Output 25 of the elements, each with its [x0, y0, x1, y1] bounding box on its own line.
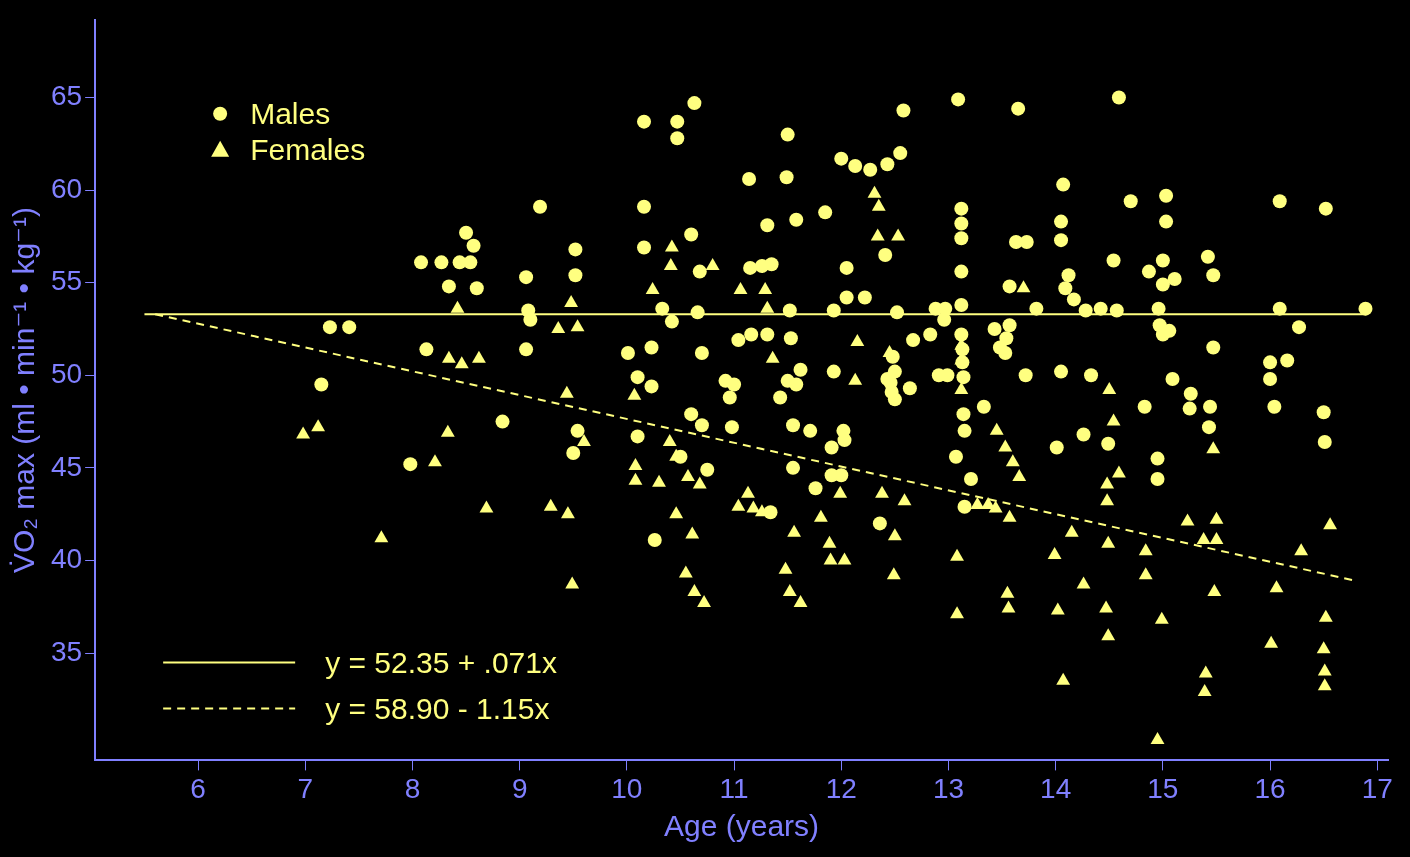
legend-label: Males [250, 97, 331, 131]
y-tick-label: 65 [50, 80, 83, 112]
y-tick-label: 35 [50, 635, 83, 667]
y-tick-label: 55 [50, 265, 83, 297]
x-tick-label: 7 [297, 772, 314, 804]
x-axis-title: Age (years) [664, 809, 820, 843]
x-tick-label: 10 [611, 772, 643, 804]
x-tick-label: 11 [719, 772, 749, 804]
x-tick-label: 15 [1147, 772, 1179, 804]
x-tick-label: 6 [190, 772, 206, 804]
legend-label: y = 58.90 - 1.15x [325, 691, 550, 725]
legend-label: Females [250, 133, 366, 167]
x-tick-label: 12 [825, 772, 857, 804]
x-tick-label: 16 [1254, 772, 1286, 804]
y-tick-label: 45 [50, 450, 83, 482]
x-tick-label: 8 [404, 772, 421, 804]
y-tick-label: 40 [50, 543, 83, 575]
x-tick-label: 17 [1361, 772, 1393, 804]
x-tick-label: 9 [511, 772, 528, 804]
legend-label: y = 52.35 + .071x [325, 645, 557, 679]
y-tick-label: 50 [50, 358, 83, 390]
x-tick-label: 13 [932, 772, 965, 804]
y-tick-label: 60 [50, 172, 83, 204]
x-tick-label: 14 [1040, 772, 1072, 804]
y-axis-title: V̇O₂ max (ml • min⁻¹ • kg⁻¹) [7, 207, 41, 574]
